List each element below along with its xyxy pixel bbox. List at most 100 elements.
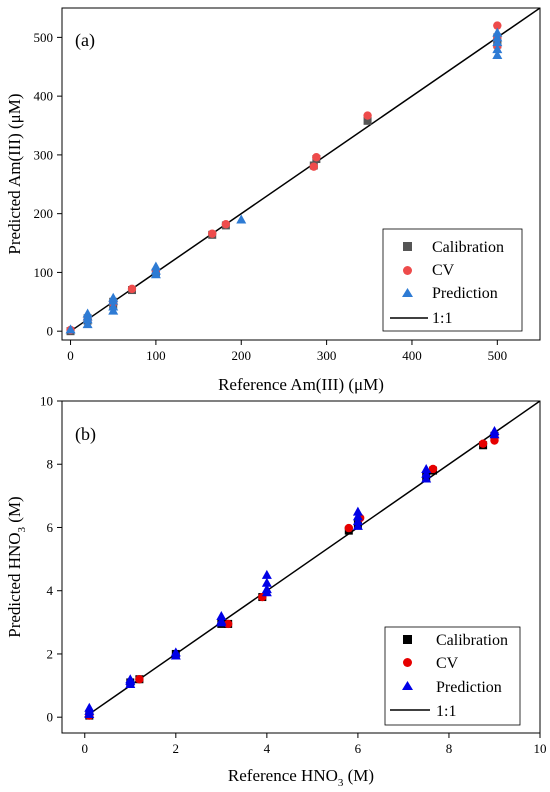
- panel-a-one-to-one-line: [70, 8, 540, 332]
- panel-a-x-tick-label: 0: [67, 348, 74, 363]
- panel-a-y-tick-label: 0: [47, 324, 54, 339]
- panel-b-frame: [61, 400, 541, 734]
- panel-a-label: (a): [75, 30, 95, 51]
- panel-b-x-tick-label: 8: [446, 741, 453, 756]
- panel-a-y-tick-label: 300: [34, 147, 54, 162]
- panel-a-prediction-point: [492, 37, 503, 47]
- panel-a-legend-calibration: Calibration: [432, 239, 504, 256]
- panel-b-y-tick-label: 10: [40, 394, 53, 409]
- panel-a-prediction-point: [82, 319, 93, 329]
- panel-a-prediction-point: [492, 44, 503, 54]
- panel-b-y-axis-title-text: Predicted HNO: [5, 532, 24, 637]
- panel-b-y-tick-label: 4: [47, 583, 54, 598]
- panel-b-y-axis-title: Predicted HNO3 (M): [5, 496, 28, 637]
- panel-b-y-tick-label: 0: [47, 710, 54, 725]
- panel-b-x-tick-label: 0: [82, 741, 89, 756]
- panel-b-prediction-point: [216, 611, 227, 621]
- panel-a-legend-square-marker: [403, 242, 412, 251]
- panel-b-prediction-point: [421, 468, 432, 478]
- panel-b-cv-point: [344, 523, 353, 533]
- panel-b-legend-triangle-marker: [402, 681, 413, 690]
- panel-a-cv-point: [221, 220, 231, 229]
- panel-a-cv-point: [208, 229, 217, 238]
- panel-a-prediction-point: [236, 214, 247, 224]
- panel-a-cv-point: [493, 21, 502, 30]
- panel-a-y-axis-title: Predicted Am(III) (μM): [5, 93, 24, 254]
- panel-b-label: (b): [75, 424, 96, 445]
- panel-b-x-axis-title-unit: (M): [343, 766, 374, 785]
- panel-b-y-axis-title-subscript: 3: [16, 526, 28, 532]
- panel-b-x-axis-title-subscript: 3: [338, 777, 344, 789]
- panel-a-prediction-point: [108, 292, 119, 302]
- panel-b-prediction-point: [352, 520, 363, 530]
- panel-b-x-axis-title: Reference HNO3 (M): [228, 766, 374, 789]
- panel-a-data-layer: [65, 8, 540, 336]
- panel-b-x-tick-label: 10: [534, 741, 547, 756]
- panel-b-cv-point: [428, 464, 438, 474]
- panel-a-chart: 0 100 200 300 400 500 0 100 200 300 400 500 (a) Ref…: [5, 7, 541, 394]
- panel-a-x-tick-label: 200: [232, 348, 252, 363]
- panel-a-cv-point: [309, 162, 319, 171]
- panel-b-legend-square-marker: [403, 635, 412, 644]
- panel-b-plot-area: 0 2 4 6 8 10 0 2 4 6 8 10: [40, 394, 547, 757]
- panel-a-frame: [61, 7, 541, 341]
- panel-b-prediction-point: [352, 506, 363, 516]
- panel-a-prediction-point: [492, 27, 503, 37]
- panel-a-legend-cv: CV: [432, 262, 455, 279]
- panel-a-x-tick-label: 500: [488, 348, 508, 363]
- panel-a-plot-area: 0 100 200 300 400 500 0 100 200 300 400 500: [34, 8, 540, 363]
- panel-a-x-axis-title: Reference Am(III) (μM): [218, 375, 384, 394]
- panel-b-one-to-one-line: [84, 401, 540, 718]
- panel-a-prediction-point: [82, 308, 93, 318]
- panel-a-calibration-point: [363, 116, 372, 125]
- panel-b-prediction-point: [261, 569, 272, 579]
- panel-b-legend-cv: CV: [436, 655, 459, 672]
- panel-b-legend-calibration: Calibration: [436, 632, 508, 649]
- panel-b-prediction-point: [170, 647, 181, 657]
- panel-a-prediction-point: [492, 32, 503, 42]
- panel-b-y-axis-title-unit: (M): [5, 496, 24, 527]
- panel-a-legend-circle-marker: [403, 266, 412, 275]
- panel-b-prediction-point: [352, 511, 363, 521]
- panel-a-legend-prediction: Prediction: [432, 285, 498, 302]
- panel-a-cv-point: [363, 111, 372, 120]
- panel-b-x-tick-label: 4: [264, 741, 271, 756]
- panel-b-prediction-point: [489, 426, 500, 436]
- panel-b-x-axis-title-text: Reference HNO: [228, 766, 338, 785]
- panel-a-legend: Calibration CV Prediction 1:1: [382, 228, 523, 332]
- panel-b-y-tick-label: 2: [47, 646, 54, 661]
- panel-a-legend-one-to-one: 1:1: [432, 310, 452, 327]
- panel-b-legend-prediction: Prediction: [436, 679, 502, 696]
- panel-a-prediction-point: [492, 50, 503, 60]
- panel-a-y-tick-label: 500: [34, 30, 54, 45]
- panel-a-prediction-point: [108, 301, 119, 311]
- panel-b-legend: Calibration CV Prediction 1:1: [384, 626, 521, 726]
- panel-b-data-layer: [84, 401, 540, 720]
- panel-a-y-tick-label: 200: [34, 206, 54, 221]
- panel-a-x-tick-label: 400: [402, 348, 422, 363]
- panel-b-prediction-point: [216, 615, 227, 625]
- panel-b-x-tick-label: 6: [355, 741, 362, 756]
- panel-a-prediction-point: [65, 324, 76, 334]
- panel-b-prediction-point: [261, 577, 272, 587]
- panel-a-cv-point: [127, 284, 137, 294]
- panel-a-prediction-point: [150, 261, 161, 271]
- panel-b-prediction-point: [261, 584, 272, 594]
- panel-b-cv-point: [135, 675, 144, 684]
- panel-b-y-tick-label: 6: [47, 520, 54, 535]
- panel-b-y-tick-label: 8: [47, 457, 54, 472]
- panel-a-x-tick-label: 300: [317, 348, 337, 363]
- panel-a-cv-point: [312, 153, 321, 162]
- panel-b-cv-point: [478, 439, 488, 448]
- panel-b-prediction-point: [84, 702, 95, 712]
- panel-b-legend-one-to-one: 1:1: [436, 703, 456, 720]
- panel-b-x-tick-label: 2: [173, 741, 180, 756]
- panel-a-x-tick-label: 100: [146, 348, 166, 363]
- panel-b-prediction-point: [352, 516, 363, 526]
- panel-a-y-tick-label: 400: [34, 89, 54, 104]
- panel-b-prediction-point: [421, 473, 432, 483]
- panel-b-prediction-point: [421, 463, 432, 473]
- panel-a-y-tick-label: 100: [34, 265, 54, 280]
